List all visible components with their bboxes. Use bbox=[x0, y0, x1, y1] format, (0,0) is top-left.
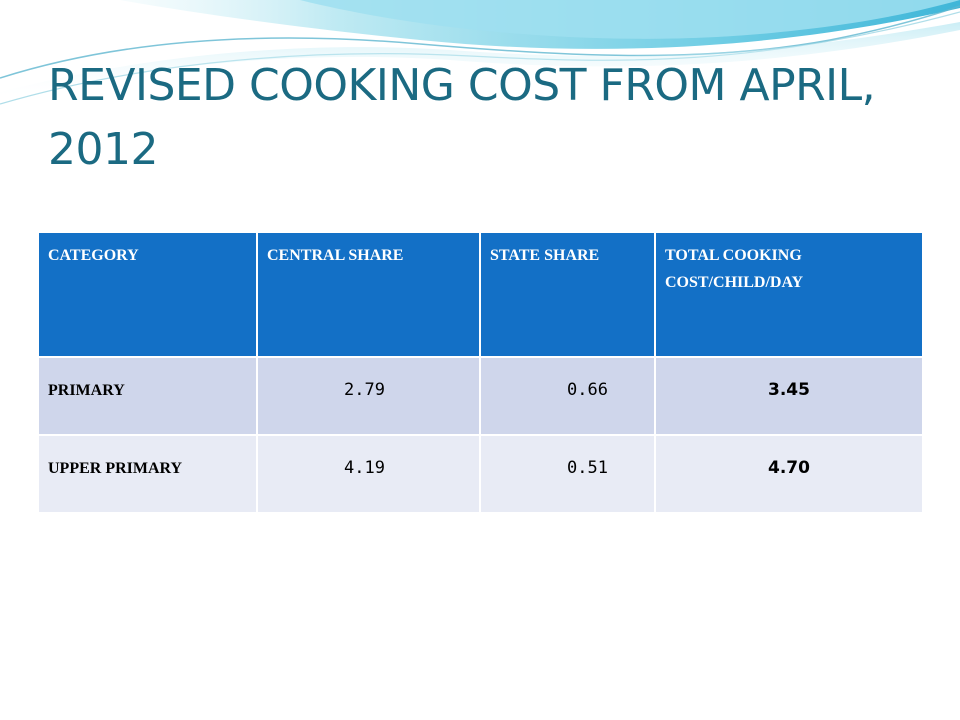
header-total-cooking-cost: TOTAL COOKING COST/CHILD/DAY bbox=[654, 231, 924, 358]
header-state-share: STATE SHARE bbox=[479, 231, 656, 358]
state-share-cell: 0.51 bbox=[479, 434, 656, 514]
central-share-cell: 2.79 bbox=[256, 356, 481, 436]
category-cell: PRIMARY bbox=[37, 356, 258, 436]
table-header-row: CATEGORY CENTRAL SHARE STATE SHARE TOTAL… bbox=[37, 231, 924, 358]
category-cell: UPPER PRIMARY bbox=[37, 434, 258, 514]
state-share-cell: 0.66 bbox=[479, 356, 656, 436]
cooking-cost-table: CATEGORY CENTRAL SHARE STATE SHARE TOTAL… bbox=[37, 231, 924, 514]
central-share-cell: 4.19 bbox=[256, 434, 481, 514]
table-row: PRIMARY 2.79 0.66 3.45 bbox=[37, 356, 924, 436]
total-cost-cell: 3.45 bbox=[654, 356, 924, 436]
slide-title: REVISED COOKING COST FROM APRIL, 2012 bbox=[48, 60, 876, 175]
header-central-share: CENTRAL SHARE bbox=[256, 231, 481, 358]
table-row: UPPER PRIMARY 4.19 0.51 4.70 bbox=[37, 434, 924, 514]
header-category: CATEGORY bbox=[37, 231, 258, 358]
total-cost-cell: 4.70 bbox=[654, 434, 924, 514]
decorative-wave bbox=[0, 0, 960, 105]
